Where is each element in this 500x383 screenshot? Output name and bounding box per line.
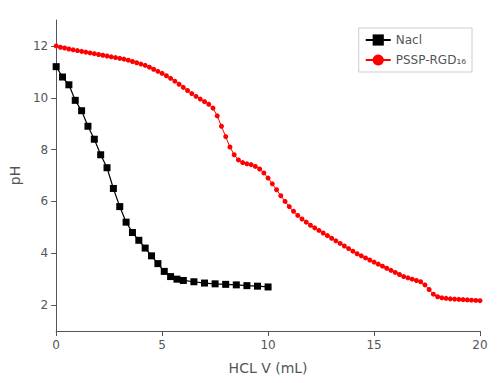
svg-text:8: 8 xyxy=(41,143,49,157)
svg-text:0: 0 xyxy=(52,338,60,352)
svg-text:HCL V (mL): HCL V (mL) xyxy=(229,360,308,376)
svg-text:Nacl: Nacl xyxy=(396,33,422,47)
svg-text:2: 2 xyxy=(41,298,49,312)
svg-text:15: 15 xyxy=(366,338,381,352)
svg-text:pH: pH xyxy=(7,166,23,185)
svg-text:12: 12 xyxy=(33,39,48,53)
svg-text:5: 5 xyxy=(158,338,166,352)
svg-text:10: 10 xyxy=(260,338,275,352)
svg-text:20: 20 xyxy=(472,338,487,352)
svg-text:4: 4 xyxy=(41,246,49,260)
svg-text:10: 10 xyxy=(33,91,48,105)
svg-text:PSSP-RGD₁₆: PSSP-RGD₁₆ xyxy=(396,53,466,67)
svg-text:6: 6 xyxy=(41,194,49,208)
